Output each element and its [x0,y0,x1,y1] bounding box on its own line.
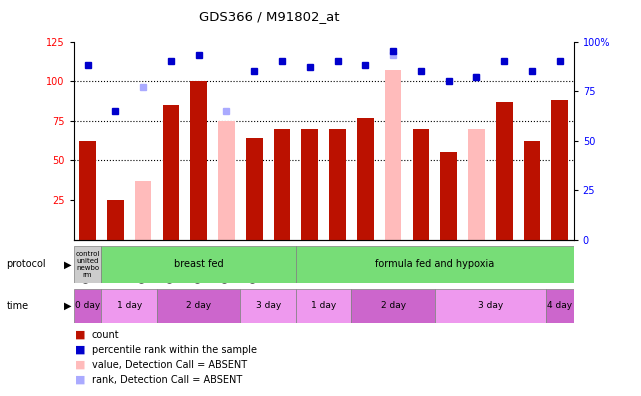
Text: 2 day: 2 day [186,301,212,310]
Bar [296,289,351,323]
Bar [413,129,429,240]
Bar [163,105,179,240]
Text: rank, Detection Call = ABSENT: rank, Detection Call = ABSENT [92,375,242,385]
Text: protocol: protocol [6,259,46,269]
Bar [351,289,435,323]
Bar [190,81,207,240]
Bar [496,102,513,240]
Text: ▶: ▶ [63,259,71,269]
Bar [101,246,296,283]
Bar [274,129,290,240]
Bar [74,289,101,323]
Bar [435,289,546,323]
Text: ■: ■ [75,345,85,355]
Bar [440,152,457,240]
Text: 0 day: 0 day [75,301,100,310]
Bar [79,141,96,240]
Text: 3 day: 3 day [478,301,503,310]
Text: count: count [92,329,119,340]
Text: ■: ■ [75,375,85,385]
Bar [101,289,157,323]
Text: formula fed and hypoxia: formula fed and hypoxia [375,259,494,269]
Bar [296,246,574,283]
Text: 1 day: 1 day [117,301,142,310]
Text: time: time [6,301,29,311]
Bar [301,129,318,240]
Text: GDS366 / M91802_at: GDS366 / M91802_at [199,10,340,23]
Text: 1 day: 1 day [311,301,337,310]
Text: ▶: ▶ [63,301,71,311]
Bar [74,246,101,283]
Text: breast fed: breast fed [174,259,224,269]
Text: value, Detection Call = ABSENT: value, Detection Call = ABSENT [92,360,247,370]
Text: 3 day: 3 day [256,301,281,310]
Text: 4 day: 4 day [547,301,572,310]
Bar [329,129,346,240]
Text: ■: ■ [75,329,85,340]
Bar [385,70,401,240]
Bar [551,100,568,240]
Text: control
united
newbo
rm: control united newbo rm [76,251,100,278]
Bar [357,118,374,240]
Bar [546,289,574,323]
Text: ■: ■ [75,360,85,370]
Bar [135,181,151,240]
Bar [468,129,485,240]
Bar [107,200,124,240]
Text: percentile rank within the sample: percentile rank within the sample [92,345,256,355]
Bar [157,289,240,323]
Bar [246,138,263,240]
Bar [240,289,296,323]
Text: 2 day: 2 day [381,301,406,310]
Bar [524,141,540,240]
Bar [218,121,235,240]
